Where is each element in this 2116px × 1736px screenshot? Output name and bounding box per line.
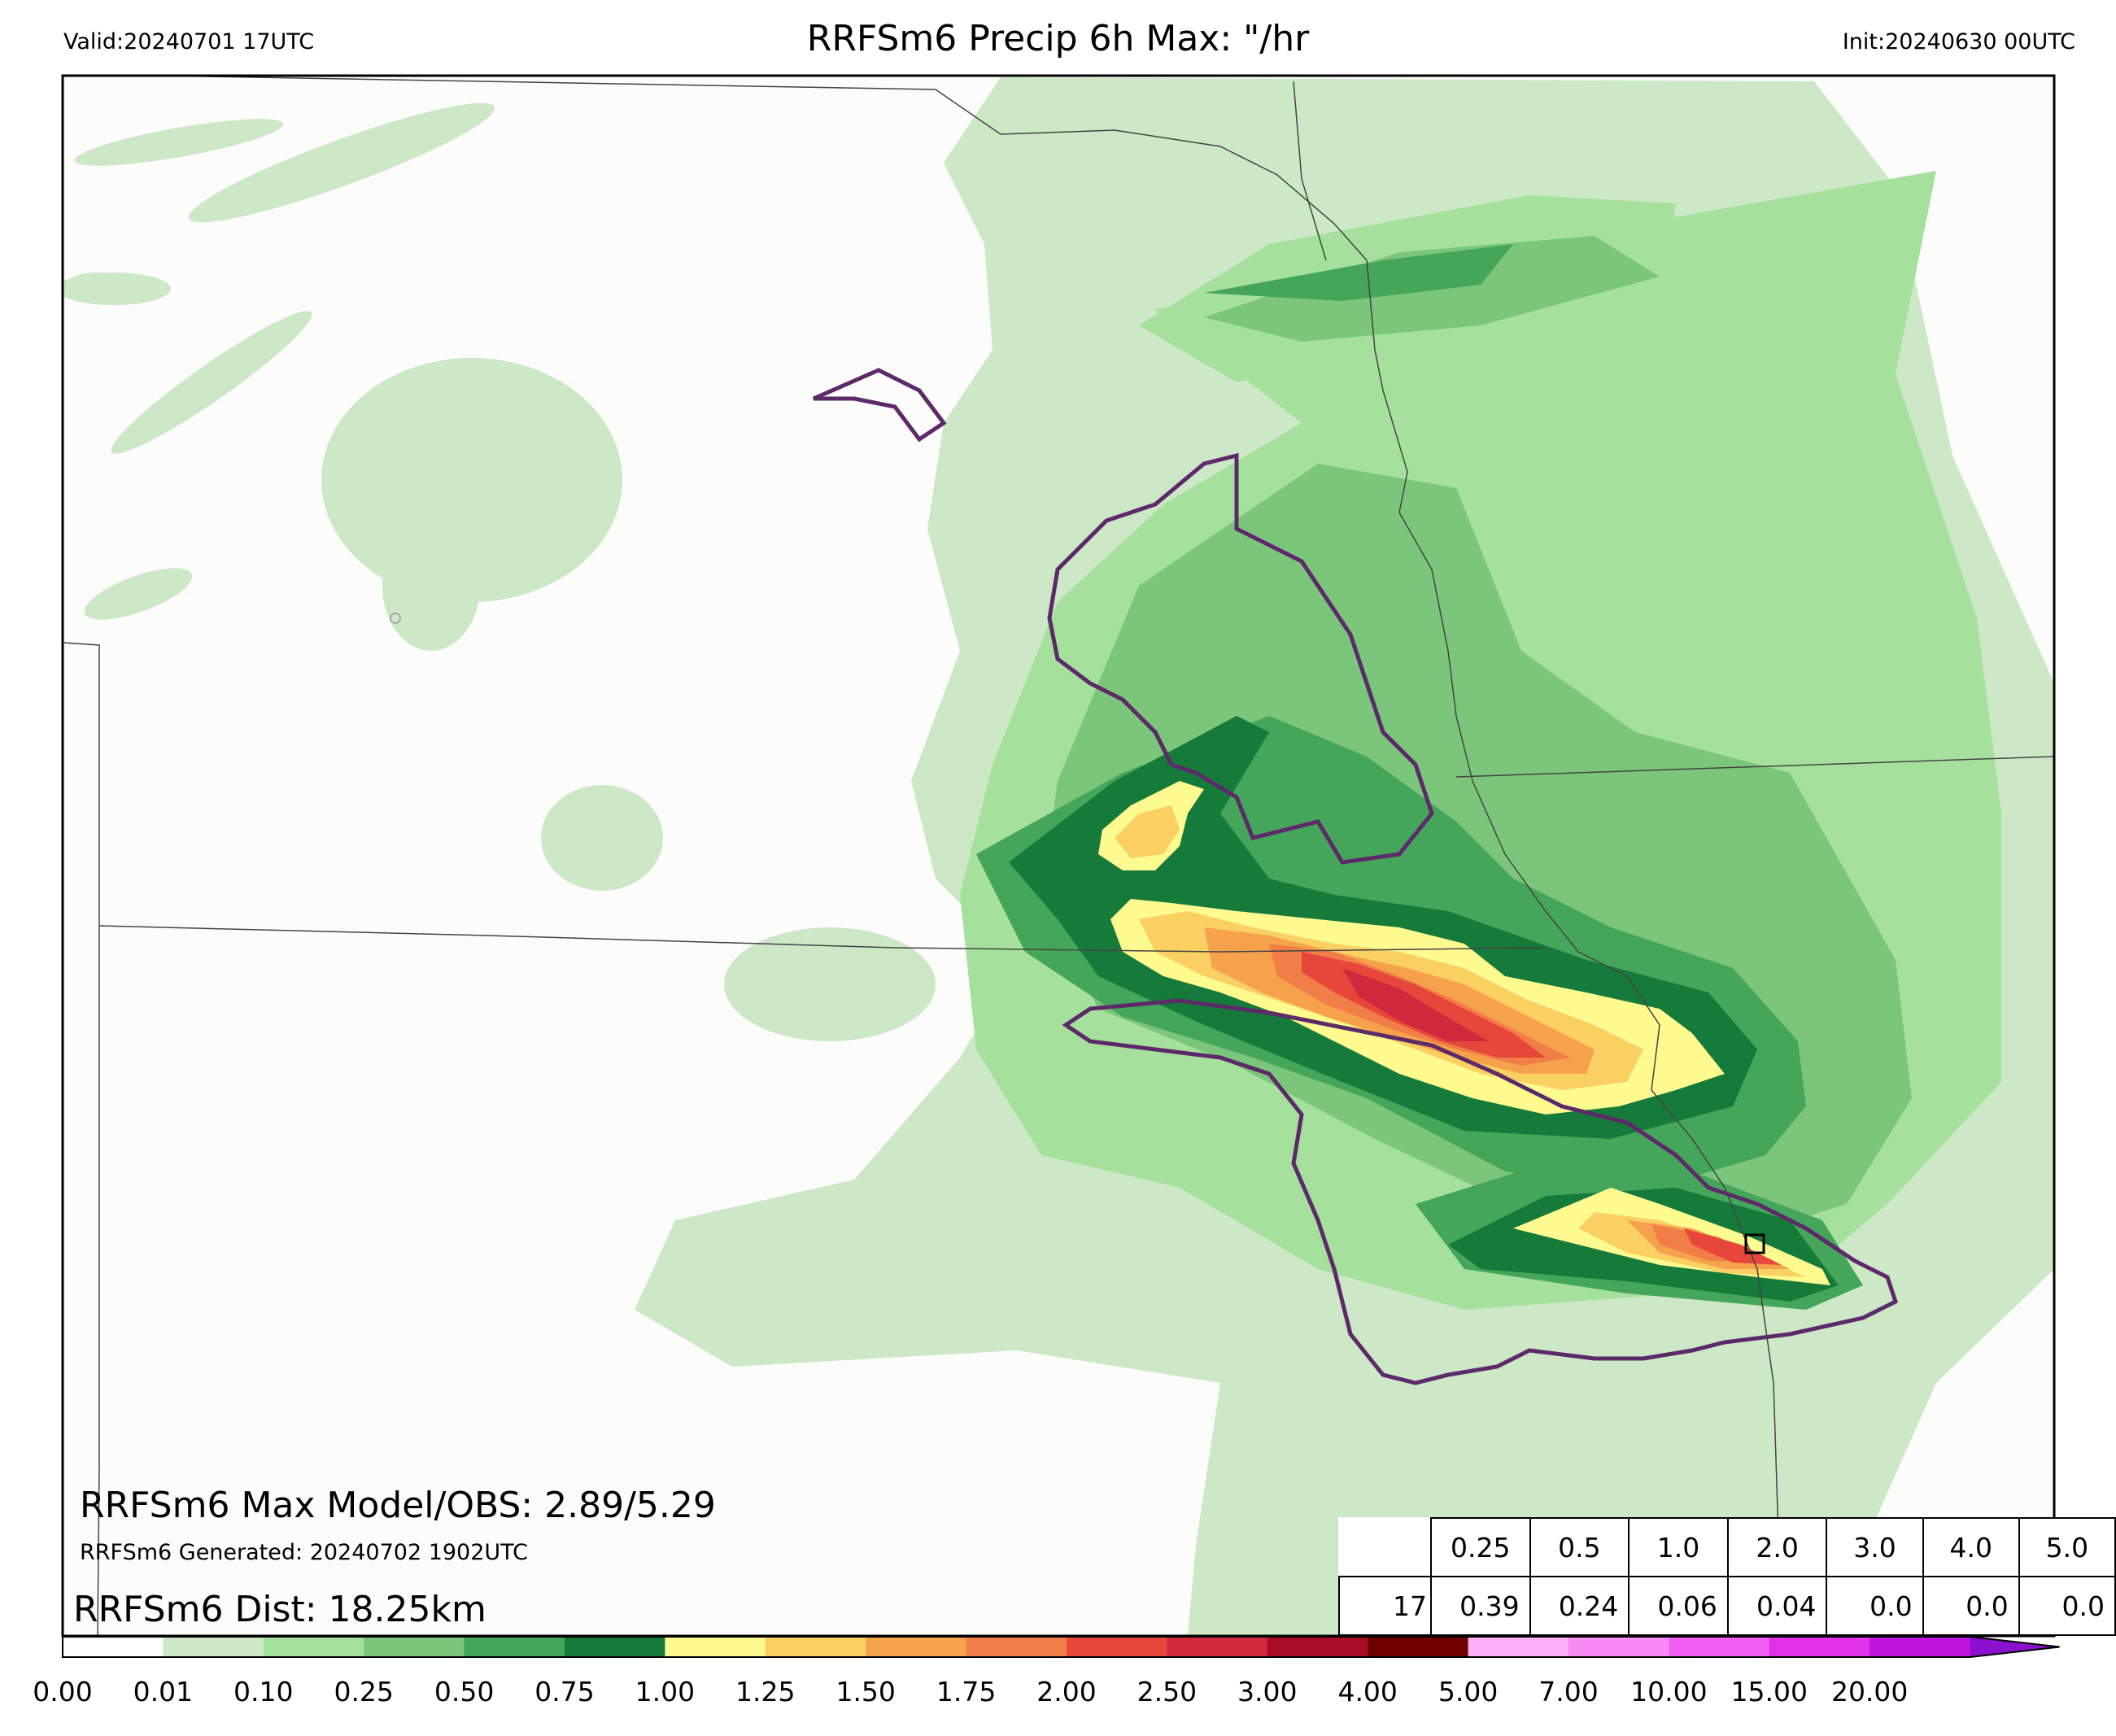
- score-cell: 0.06: [1628, 1576, 1729, 1636]
- colorbar-segment: [1267, 1637, 1368, 1657]
- colorbar-outline: [62, 1636, 2060, 1658]
- threshold-cell: 0.25: [1429, 1517, 1531, 1577]
- score-cell: 0.24: [1529, 1576, 1630, 1636]
- colorbar-segment: [63, 1637, 164, 1657]
- colorbar-segment: [565, 1637, 665, 1657]
- colorbar-tick-label: 2.50: [1137, 1676, 1198, 1708]
- colorbar-tick-label: 1.50: [835, 1676, 896, 1708]
- colorbar-tick-label: 7.00: [1538, 1676, 1599, 1708]
- colorbar-tick-label: 2.00: [1036, 1676, 1097, 1708]
- station-marker: [390, 613, 401, 624]
- colorbar-tick-label: 0.75: [534, 1676, 595, 1708]
- chart-title: RRFSm6 Precip 6h Max: "/hr: [806, 18, 1310, 59]
- score-cell: 0.04: [1726, 1576, 1828, 1636]
- colorbar-extend-arrow: [1970, 1637, 2060, 1657]
- colorbar-segment: [464, 1637, 565, 1657]
- colorbar-segment: [1869, 1637, 1971, 1657]
- colorbar-tick-label: 1.75: [936, 1676, 997, 1708]
- colorbar-tick-label: 15.00: [1730, 1676, 1808, 1708]
- colorbar-segment: [765, 1637, 866, 1657]
- colorbar-tick-label: 10.00: [1630, 1676, 1708, 1708]
- threshold-cell: 3.0: [1826, 1517, 1924, 1577]
- colorbar-segment: [1669, 1637, 1770, 1657]
- station-marker: [1744, 1233, 1765, 1254]
- threshold-cell: 4.0: [1922, 1517, 2020, 1577]
- colorbar-tick-labels: 0.00 0.01 0.10 0.25 0.50 0.75 1.00 1.25 1.50 1.75…: [0, 1676, 2116, 1716]
- score-cell: 0.0: [2018, 1576, 2116, 1636]
- colorbar-tick-label: 0.10: [233, 1676, 294, 1708]
- threshold-cell: 5.0: [2018, 1517, 2116, 1577]
- colorbar-tick-label: 3.00: [1237, 1676, 1298, 1708]
- colorbar: [62, 1636, 2060, 1658]
- colorbar-segment: [263, 1637, 364, 1657]
- row-label-cell: 17: [1338, 1576, 1432, 1636]
- colorbar-tick-label: 4.00: [1337, 1676, 1398, 1708]
- colorbar-segment: [866, 1637, 967, 1657]
- colorbar-segment: [665, 1637, 766, 1657]
- colorbar-segment: [966, 1637, 1067, 1657]
- score-cell: 0.0: [1922, 1576, 2020, 1636]
- max-model-obs-label: RRFSm6 Max Model/OBS: 2.89/5.29: [80, 1485, 716, 1526]
- threshold-header-row: 0.25 0.5 1.0 2.0 3.0 4.0 5.0: [1339, 1517, 2116, 1577]
- colorbar-segment: [1167, 1637, 1268, 1657]
- init-time-label: Init:20240630 00UTC: [1842, 29, 2075, 55]
- colorbar-segment: [1368, 1637, 1469, 1657]
- threshold-cell: 1.0: [1628, 1517, 1729, 1577]
- colorbar-segment: [1468, 1637, 1569, 1657]
- colorbar-tick-label: 0.00: [33, 1676, 93, 1708]
- score-cell: 0.39: [1429, 1576, 1531, 1636]
- threshold-cell: 0.5: [1529, 1517, 1630, 1577]
- observed-precip-contour: [812, 368, 1899, 1385]
- score-row: 17 0.39 0.24 0.06 0.04 0.0 0.0 0.0: [1338, 1576, 2116, 1636]
- colorbar-segment: [1067, 1637, 1167, 1657]
- colorbar-tick-label: 0.01: [133, 1676, 194, 1708]
- state-boundaries: [63, 76, 2054, 1636]
- precip-band-250: [1342, 968, 1489, 1041]
- colorbar-tick-label: 5.00: [1438, 1676, 1499, 1708]
- table-corner: [1339, 1518, 1431, 1577]
- colorbar-tick-label: 0.25: [334, 1676, 394, 1708]
- score-cell: 0.0: [1826, 1576, 1924, 1636]
- colorbar-tick-label: 0.50: [434, 1676, 495, 1708]
- generated-time-label: RRFSm6 Generated: 20240702 1902UTC: [80, 1540, 528, 1565]
- colorbar-segment: [1568, 1637, 1669, 1657]
- threshold-cell: 2.0: [1726, 1517, 1828, 1577]
- colorbar-segment: [364, 1637, 465, 1657]
- valid-time-label: Valid:20240701 17UTC: [63, 29, 315, 55]
- precip-map: [63, 76, 2054, 1636]
- colorbar-tick-label: 1.00: [635, 1676, 696, 1708]
- distance-label: RRFSm6 Dist: 18.25km: [73, 1589, 486, 1630]
- colorbar-tick-label: 20.00: [1830, 1676, 1909, 1708]
- colorbar-tick-label: 1.25: [735, 1676, 796, 1708]
- colorbar-segment: [163, 1637, 264, 1657]
- colorbar-segment: [1769, 1637, 1870, 1657]
- threshold-score-table: 0.25 0.5 1.0 2.0 3.0 4.0 5.0 17 0.39 0.2…: [1338, 1517, 2116, 1636]
